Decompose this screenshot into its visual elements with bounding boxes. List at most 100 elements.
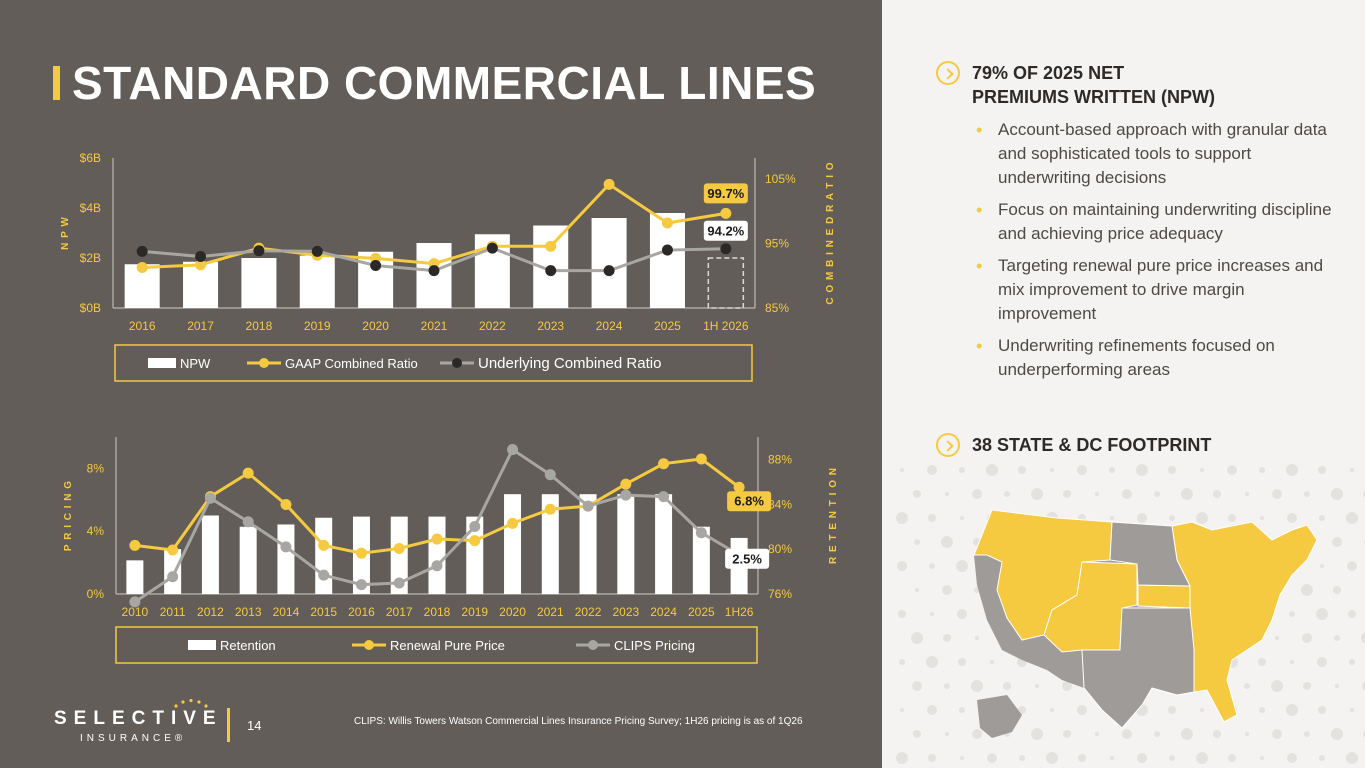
background-dot <box>1349 659 1355 665</box>
data-point <box>507 444 519 456</box>
background-dot <box>956 560 968 572</box>
data-point <box>195 259 207 271</box>
background-dot <box>1169 515 1175 521</box>
y2-tick-label: 105% <box>765 172 796 186</box>
data-point <box>733 481 745 493</box>
x-tick-label: 2024 <box>650 605 677 619</box>
list-item: Account-based approach with granular dat… <box>976 118 1336 190</box>
footer-divider <box>227 708 230 742</box>
background-dot <box>1362 681 1365 691</box>
background-dot <box>1304 731 1310 737</box>
background-dot <box>1227 465 1237 475</box>
background-dot <box>1258 658 1266 666</box>
background-dot <box>929 563 935 569</box>
legend-label: NPW <box>180 356 211 371</box>
y2-tick-label: 76% <box>768 587 792 601</box>
x-tick-label: 2020 <box>362 319 389 333</box>
bar <box>315 517 333 594</box>
background-dot <box>945 492 949 496</box>
x-tick-label: 2023 <box>537 319 564 333</box>
background-dot <box>1200 708 1204 712</box>
background-dot <box>1035 684 1039 688</box>
background-dot <box>972 489 982 499</box>
legend-label: Retention <box>220 638 276 653</box>
y-tick-label: $6B <box>80 151 101 165</box>
data-point <box>431 533 443 545</box>
data-point <box>393 542 405 554</box>
background-dot <box>1213 730 1221 738</box>
page-title: STANDARD COMMERCIAL LINES <box>72 57 817 109</box>
background-dot <box>1169 755 1175 761</box>
x-tick-label: 2017 <box>386 605 413 619</box>
background-dot <box>896 752 908 764</box>
background-dot <box>1348 610 1356 618</box>
x-tick-label: 2014 <box>273 605 300 619</box>
background-dot <box>1168 466 1176 474</box>
data-point <box>469 520 481 532</box>
logo-dots-icon <box>174 699 208 708</box>
background-dot <box>1260 756 1264 760</box>
data-point <box>253 245 265 257</box>
data-label: 2.5% <box>732 551 762 566</box>
data-point <box>167 544 179 556</box>
background-dot <box>1271 680 1283 692</box>
x-tick-label: 2018 <box>424 605 451 619</box>
background-dot <box>1095 492 1099 496</box>
legend-swatch <box>188 640 216 650</box>
background-dot <box>1361 632 1365 644</box>
background-dot <box>1272 729 1282 739</box>
bar <box>126 560 144 594</box>
data-point <box>658 458 670 470</box>
background-dot <box>914 539 920 545</box>
background-dot <box>972 729 982 739</box>
background-dot <box>1319 755 1325 761</box>
logo-wordmark: SELECTIVE <box>54 708 223 729</box>
bar <box>299 255 335 308</box>
data-point <box>204 492 216 504</box>
background-dot <box>1302 633 1312 643</box>
npw-combined-ratio-chart: $0B $2B $4B $6B 85% 95% 105% 2016 2017 2018 2019 20… <box>60 151 836 382</box>
background-dot <box>899 659 905 665</box>
data-point <box>242 516 254 528</box>
background-dot <box>959 467 965 473</box>
background-dot <box>900 468 904 472</box>
background-dot <box>1003 682 1011 690</box>
data-point <box>167 571 179 583</box>
x-tick-label: 2025 <box>688 605 715 619</box>
x-tick-label: 2015 <box>310 605 337 619</box>
data-point <box>280 541 292 553</box>
background-dot <box>960 516 964 520</box>
data-label: 6.8% <box>734 494 764 509</box>
background-dot <box>1004 491 1010 497</box>
background-dot <box>1346 752 1358 764</box>
data-point <box>661 217 673 229</box>
x-tick-label: 2016 <box>348 605 375 619</box>
background-dot <box>1050 468 1054 472</box>
legend-marker <box>364 640 374 650</box>
bar <box>239 526 257 594</box>
background-dot <box>1259 467 1265 473</box>
background-dot <box>1245 732 1249 736</box>
bar <box>655 494 673 594</box>
chevron-right-icon <box>936 61 960 85</box>
legend-box <box>114 344 753 382</box>
y2-tick-label: 84% <box>768 497 792 511</box>
background-dot <box>1350 708 1354 712</box>
data-label: 94.2% <box>707 223 744 238</box>
data-point <box>661 244 673 256</box>
bar <box>428 516 446 594</box>
legend-swatch <box>148 358 176 368</box>
background-dot <box>1110 756 1114 760</box>
data-point <box>695 453 707 465</box>
background-dot <box>912 681 922 691</box>
data-point <box>658 491 670 503</box>
y2-tick-label: 85% <box>765 301 789 315</box>
data-point <box>695 527 707 539</box>
list-item: Targeting renewal pure price increases a… <box>976 254 1336 326</box>
background-dot <box>1228 514 1236 522</box>
background-dot <box>1018 706 1026 714</box>
left-panel: STANDARD COMMERCIAL LINES $0B $2B $4B $6B 85… <box>53 57 839 744</box>
background-dot <box>957 609 967 619</box>
x-tick-label: 2022 <box>479 319 506 333</box>
bar <box>390 516 408 594</box>
